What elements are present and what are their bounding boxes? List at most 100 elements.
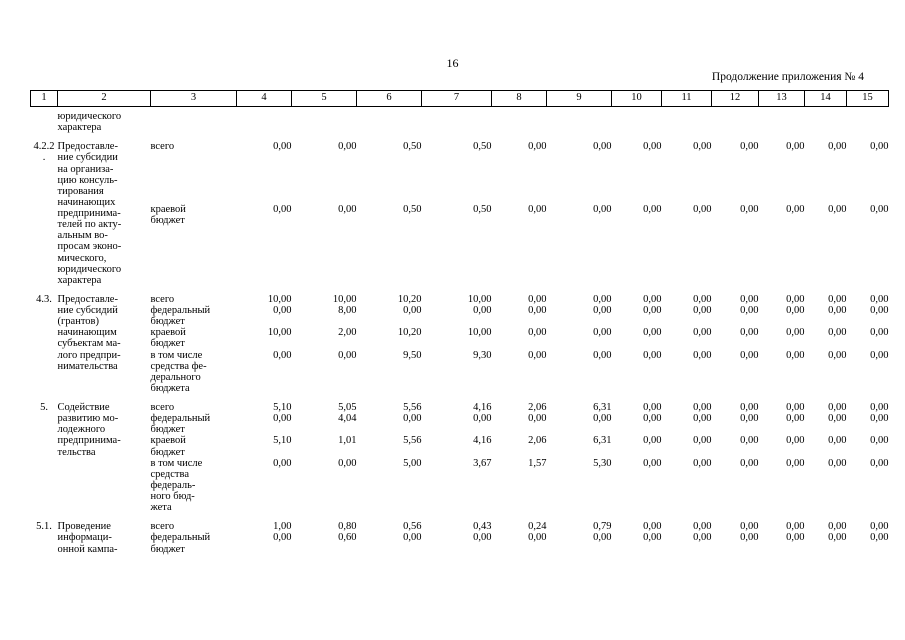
table-header: 1 2 3 4 5 6 7 8 9 10 11 12 13 14 15 <box>30 90 889 107</box>
value-cell: 0,43 <box>473 521 492 533</box>
value-cell: 0,00 <box>273 413 292 425</box>
value-cell: 0,60 <box>338 532 357 544</box>
page-number: 16 <box>446 56 459 70</box>
value-cell: 0,00 <box>643 532 662 544</box>
value-cell: 0,00 <box>828 305 847 316</box>
budget-level-label: федеральный бюджет <box>150 305 211 328</box>
budget-level-label: федеральный бюджет <box>150 532 211 555</box>
value-cell: 0,00 <box>828 293 847 305</box>
value-cell: 2,06 <box>528 402 547 413</box>
carryover-row: юридического характера <box>31 107 889 134</box>
value-cell: 0,00 <box>693 435 712 447</box>
table-row: 5. Содействие развитию мо- лодежного пред… <box>31 394 889 458</box>
value-cell: 0,00 <box>593 305 612 316</box>
value-cell: 0,00 <box>740 532 759 544</box>
value-cell: 0,00 <box>828 521 847 533</box>
value-cell: 0,00 <box>593 349 612 361</box>
value-cell: 10,00 <box>267 327 292 339</box>
value-cell: 0,00 <box>693 402 712 413</box>
value-cell: 0,00 <box>593 413 612 425</box>
value-cell: 5,56 <box>403 435 422 447</box>
value-cell: 0,00 <box>273 349 292 361</box>
column-header-row: 1 2 3 4 5 6 7 8 9 10 11 12 13 14 15 <box>30 90 889 107</box>
value-cell: 0,50 <box>403 203 422 215</box>
value-cell: 0,56 <box>403 521 422 533</box>
value-cell: 6,31 <box>593 435 612 447</box>
value-cell: 0,00 <box>828 349 847 361</box>
budget-level-label: краевой бюджет <box>150 203 186 226</box>
value-cell: 0,00 <box>786 305 805 316</box>
value-cell: 0,00 <box>643 435 662 447</box>
value-cell: 0,00 <box>786 521 805 533</box>
budget-table: 1 2 3 4 5 6 7 8 9 10 11 12 13 14 15 юридического харак… <box>30 90 889 555</box>
table-row: в том числе средства федераль- ного бюд-… <box>31 458 889 514</box>
value-cell: 0,00 <box>740 521 759 533</box>
value-cell: 5,30 <box>593 457 612 469</box>
value-cell: 0,00 <box>828 203 847 215</box>
value-cell: 0,00 <box>828 435 847 447</box>
value-cell: 0,00 <box>740 413 759 425</box>
value-cell: 0,00 <box>828 141 847 153</box>
value-cell: 2,00 <box>338 327 357 339</box>
value-cell: 0,00 <box>693 349 712 361</box>
value-cell: 5,05 <box>338 402 357 413</box>
item-name: Содействие развитию мо- лодежного предпр… <box>57 402 121 458</box>
value-cell: 0,00 <box>693 141 712 153</box>
continuation-note: Продолжение приложения № 4 <box>711 71 864 83</box>
value-cell: 0,00 <box>693 305 712 316</box>
value-cell: 0,00 <box>643 327 662 339</box>
value-cell: 0,00 <box>643 413 662 425</box>
value-cell: 0,00 <box>643 305 662 316</box>
value-cell: 0,00 <box>870 457 889 469</box>
value-cell: 1,57 <box>528 457 547 469</box>
column-header: 9 <box>546 90 612 107</box>
value-cell: 8,00 <box>338 305 357 316</box>
column-header: 5 <box>291 90 357 107</box>
value-cell: 0,00 <box>643 203 662 215</box>
table-row: федеральный бюджет 0,00 8,00 0,00 0,00 0,00 0,… <box>31 305 889 327</box>
column-header: 7 <box>421 90 492 107</box>
column-header: 3 <box>150 90 237 107</box>
value-cell: 0,00 <box>740 349 759 361</box>
value-cell: 0,00 <box>828 413 847 425</box>
table-row: 4.2.2 . Предоставле- ние субсидии на орга… <box>31 133 889 286</box>
column-header: 11 <box>661 90 712 107</box>
column-header: 13 <box>758 90 805 107</box>
value-cell: 0,00 <box>593 327 612 339</box>
value-cell: 0,00 <box>828 532 847 544</box>
value-cell: 0,00 <box>528 327 547 339</box>
value-cell: 0,00 <box>740 305 759 316</box>
column-header: 10 <box>611 90 662 107</box>
value-cell: 0,00 <box>528 203 547 215</box>
column-header: 4 <box>236 90 292 107</box>
table-row: краевой бюджет 10,00 2,00 10,20 10,00 0,00 0,0… <box>31 327 889 349</box>
column-header: 12 <box>711 90 759 107</box>
value-cell: 0,00 <box>870 349 889 361</box>
value-cell: 0,00 <box>403 413 422 425</box>
value-cell: 1,01 <box>338 435 357 447</box>
value-cell: 0,00 <box>593 203 612 215</box>
value-cell: 0,00 <box>870 402 889 413</box>
value-cell: 0,00 <box>693 203 712 215</box>
value-cell: 4,16 <box>473 402 492 413</box>
value-cell: 0,00 <box>870 413 889 425</box>
value-cell: 0,00 <box>740 435 759 447</box>
value-cell: 0,00 <box>693 457 712 469</box>
value-cell: 0,00 <box>403 532 422 544</box>
budget-level-label: всего <box>150 293 175 305</box>
item-name: Проведение информаци- онной кампа- <box>57 521 118 555</box>
budget-level-label: всего <box>150 141 175 153</box>
value-cell: 0,79 <box>593 521 612 533</box>
budget-level-label: федеральный бюджет <box>150 413 211 436</box>
value-cell: 0,00 <box>786 435 805 447</box>
table-body: юридического характера 4.2.2 . Предоставле… <box>31 107 889 555</box>
value-cell: 5,10 <box>273 402 292 413</box>
value-cell: 0,24 <box>528 521 547 533</box>
value-cell: 0,00 <box>786 141 805 153</box>
value-cell: 0,00 <box>528 413 547 425</box>
value-cell: 0,00 <box>740 402 759 413</box>
value-cell: 10,00 <box>267 293 292 305</box>
column-header: 1 <box>30 90 58 107</box>
value-cell: 10,00 <box>467 293 492 305</box>
